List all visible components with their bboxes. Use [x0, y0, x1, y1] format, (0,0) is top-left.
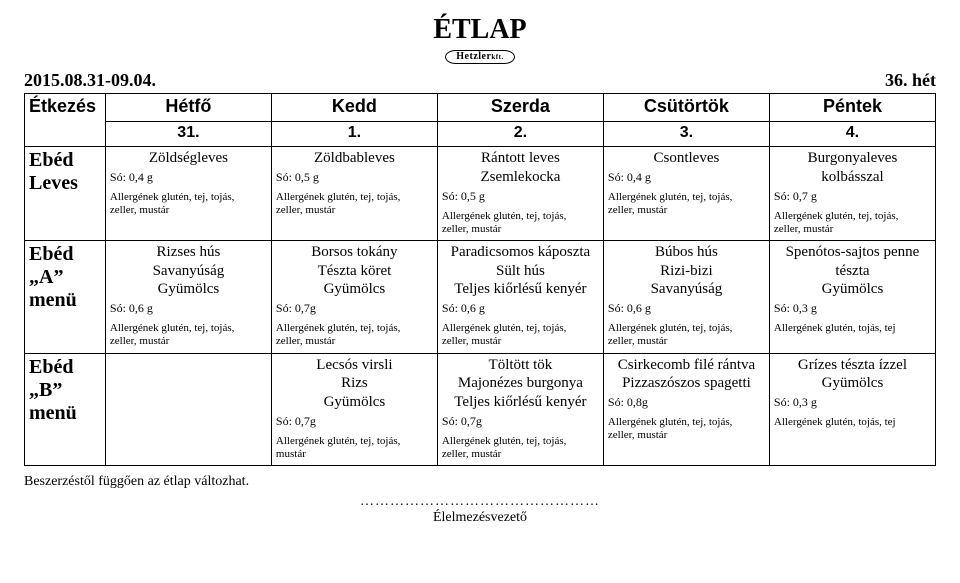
company-logo: Hetzlerkft.	[445, 50, 514, 64]
dish-text: Burgonyaleveskolbásszal	[774, 149, 931, 187]
dish-text: Csirkecomb filé rántvaPizzaszószos spage…	[608, 356, 765, 394]
dish-text: Paradicsomos káposztaSült húsTeljes kiőr…	[442, 243, 599, 299]
allergen-text: Allergének glutén, tej, tojás,zeller, mu…	[608, 416, 765, 442]
day-header-wed: Szerda	[437, 94, 603, 122]
salt-text: Só: 0,8g	[608, 395, 765, 410]
day-number: 4.	[769, 122, 935, 147]
salt-text: Só: 0,5 g	[276, 170, 433, 185]
salt-text: Só: 0,3 g	[774, 395, 931, 410]
dish-text: Töltött tökMajonézes burgonyaTeljes kiőr…	[442, 356, 599, 412]
header-row-daynums: 31. 1. 2. 3. 4.	[25, 122, 936, 147]
day-header-tue: Kedd	[271, 94, 437, 122]
row-label-leves: EbédLeves	[25, 147, 106, 241]
salt-text: Só: 0,4 g	[110, 170, 267, 185]
logo-suffix: kft.	[491, 53, 503, 61]
salt-text: Só: 0,6 g	[442, 301, 599, 316]
menu-cell: Spenótos-sajtos pennetésztaGyümölcs Só: …	[769, 240, 935, 353]
salt-text: Só: 0,7 g	[774, 189, 931, 204]
day-number: 2.	[437, 122, 603, 147]
menu-row-leves: EbédLeves Zöldségleves Só: 0,4 g Allergé…	[25, 147, 936, 241]
allergen-text: Allergének glutén, tej, tojás,zeller, mu…	[110, 322, 267, 348]
salt-text: Só: 0,4 g	[608, 170, 765, 185]
dish-text: Rántott levesZsemlekocka	[442, 149, 599, 187]
day-number: 1.	[271, 122, 437, 147]
dish-text: Spenótos-sajtos pennetésztaGyümölcs	[774, 243, 931, 299]
menu-cell: Lecsós virsliRizsGyümölcs Só: 0,7g Aller…	[271, 353, 437, 466]
signature-dots: …………………………………………	[360, 494, 600, 509]
dish-text: Zöldbableves	[276, 149, 433, 168]
dish-text: Grízes tészta ízzelGyümölcs	[774, 356, 931, 394]
menu-cell: Csontleves Só: 0,4 g Allergének glutén, …	[603, 147, 769, 241]
menu-cell: Töltött tökMajonézes burgonyaTeljes kiőr…	[437, 353, 603, 466]
menu-cell: Búbos húsRizi-biziSavanyúság Só: 0,6 g A…	[603, 240, 769, 353]
date-range: 2015.08.31-09.04.	[24, 70, 156, 91]
day-header-thu: Csütörtök	[603, 94, 769, 122]
etkezes-header: Étkezés	[25, 94, 106, 147]
row-label-b: Ebéd„B”menü	[25, 353, 106, 466]
salt-text: Só: 0,6 g	[110, 301, 267, 316]
day-number: 3.	[603, 122, 769, 147]
menu-cell: Paradicsomos káposztaSült húsTeljes kiőr…	[437, 240, 603, 353]
dish-text: Rizses húsSavanyúságGyümölcs	[110, 243, 267, 299]
salt-text: Só: 0,7g	[442, 414, 599, 429]
menu-cell: Burgonyaleveskolbásszal Só: 0,7 g Allerg…	[769, 147, 935, 241]
allergen-text: Allergének glutén, tej, tojás,zeller, mu…	[774, 210, 931, 236]
day-number: 31.	[105, 122, 271, 147]
salt-text: Só: 0,6 g	[608, 301, 765, 316]
allergen-text: Allergének glutén, tej, tojás,zeller, mu…	[442, 435, 599, 461]
salt-text: Só: 0,7g	[276, 301, 433, 316]
day-header-mon: Hétfő	[105, 94, 271, 122]
menu-cell: Rizses húsSavanyúságGyümölcs Só: 0,6 g A…	[105, 240, 271, 353]
salt-text: Só: 0,5 g	[442, 189, 599, 204]
signature-area: ………………………………………… Élelmezésvezető	[24, 494, 936, 526]
day-header-fri: Péntek	[769, 94, 935, 122]
menu-row-b: Ebéd„B”menü Lecsós virsliRizsGyümölcs Só…	[25, 353, 936, 466]
allergen-text: Allergének glutén, tojás, tej	[774, 322, 931, 335]
allergen-text: Allergének glutén, tej, tojás,zeller, mu…	[276, 191, 433, 217]
allergen-text: Allergének glutén, tojás, tej	[774, 416, 931, 429]
footnote: Beszerzéstől függően az étlap változhat.	[24, 474, 936, 490]
menu-row-a: Ebéd„A”menü Rizses húsSavanyúságGyümölcs…	[25, 240, 936, 353]
date-week-row: 2015.08.31-09.04. 36. hét	[24, 70, 936, 91]
menu-cell: Csirkecomb filé rántvaPizzaszószos spage…	[603, 353, 769, 466]
allergen-text: Allergének glutén, tej, tojás,zeller, mu…	[608, 191, 765, 217]
menu-cell: Borsos tokányTészta köretGyümölcs Só: 0,…	[271, 240, 437, 353]
dish-text: Lecsós virsliRizsGyümölcs	[276, 356, 433, 412]
dish-text: Csontleves	[608, 149, 765, 168]
allergen-text: Allergének glutén, tej, tojás,zeller, mu…	[110, 191, 267, 217]
logo-text: Hetzler	[456, 51, 491, 62]
allergen-text: Allergének glutén, tej, tojás,zeller, mu…	[276, 322, 433, 348]
signature-label: Élelmezésvezető	[433, 510, 527, 525]
allergen-text: Allergének glutén, tej, tojás,zeller, mu…	[442, 210, 599, 236]
menu-cell: Grízes tészta ízzelGyümölcs Só: 0,3 g Al…	[769, 353, 935, 466]
allergen-text: Allergének glutén, tej, tojás,zeller, mu…	[442, 322, 599, 348]
menu-cell-empty	[105, 353, 271, 466]
logo-row: Hetzlerkft.	[24, 48, 936, 64]
menu-table: Étkezés Hétfő Kedd Szerda Csütörtök Pént…	[24, 93, 936, 466]
menu-cell: Zöldségleves Só: 0,4 g Allergének glutén…	[105, 147, 271, 241]
allergen-text: Allergének glutén, tej, tojás,zeller, mu…	[608, 322, 765, 348]
page-title: ÉTLAP	[24, 14, 936, 46]
header-row-days: Étkezés Hétfő Kedd Szerda Csütörtök Pént…	[25, 94, 936, 122]
menu-cell: Zöldbableves Só: 0,5 g Allergének glutén…	[271, 147, 437, 241]
allergen-text: Allergének glutén, tej, tojás,mustár	[276, 435, 433, 461]
dish-text: Borsos tokányTészta köretGyümölcs	[276, 243, 433, 299]
salt-text: Só: 0,3 g	[774, 301, 931, 316]
week-label: 36. hét	[885, 70, 936, 91]
salt-text: Só: 0,7g	[276, 414, 433, 429]
row-label-a: Ebéd„A”menü	[25, 240, 106, 353]
dish-text: Zöldségleves	[110, 149, 267, 168]
dish-text: Búbos húsRizi-biziSavanyúság	[608, 243, 765, 299]
menu-cell: Rántott levesZsemlekocka Só: 0,5 g Aller…	[437, 147, 603, 241]
